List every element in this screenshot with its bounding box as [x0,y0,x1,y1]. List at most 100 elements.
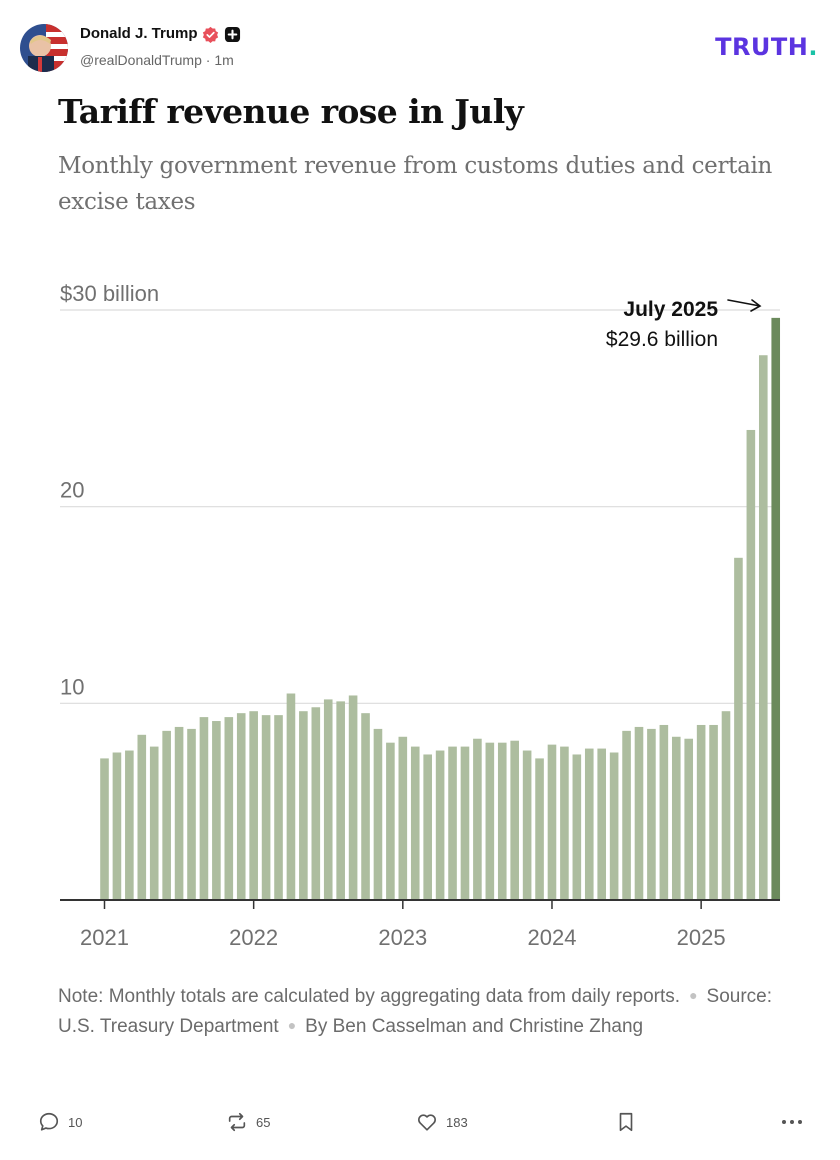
bar [584,748,594,900]
y-tick-label: $30 billion [60,281,159,306]
x-tick-label: 2022 [229,925,278,950]
bar [149,746,159,900]
x-tick-label: 2025 [677,925,726,950]
bar [522,750,532,900]
bar [535,758,544,900]
bar [137,734,147,900]
bar [299,711,308,900]
bar [622,730,631,900]
chart-axis: 2021 2022 2023 2024 2025 [60,899,780,950]
annotation-arrow-icon [727,299,762,312]
like-count: 183 [446,1114,468,1130]
bar [497,742,507,900]
separator-dot: ● [287,1017,297,1033]
byline-text: By Ben Casselman and Christine Zhang [305,1016,644,1037]
bar [286,693,296,900]
bar [659,724,669,900]
chart-title: Tariff revenue rose in July [58,92,524,131]
chart-annotation: July 2025 $29.6 billion [606,298,762,351]
reply-icon [39,1112,59,1131]
verified-badge-icon [202,26,219,43]
chart-subtitle: Monthly government revenue from customs … [58,153,773,215]
bar [696,724,706,900]
note-text: Note: Monthly totals are calculated by a… [58,986,681,1007]
bar [547,744,557,900]
bar [125,750,134,900]
author-meta: @realDonaldTrump · 1m [80,52,234,68]
bar [485,742,495,900]
truth-logo-dot: . [808,33,818,61]
bookmark-button[interactable] [616,1108,636,1136]
bar [671,736,681,900]
y-tick-label: 10 [60,674,84,699]
author-name[interactable]: Donald J. Trump [80,25,198,42]
bar [746,429,756,900]
bar [597,748,606,900]
more-options-button[interactable] [780,1108,804,1136]
plus-badge-icon [224,26,241,43]
bar [112,752,122,900]
bar [609,752,619,900]
reply-button[interactable]: 10 [38,1108,82,1136]
post-time: 1m [214,52,234,68]
annotation-label: July 2025 [623,298,718,321]
bar [448,746,457,900]
bar [398,736,408,900]
chart-note: Note: Monthly totals are calculated by a… [58,982,778,1042]
x-tick-label: 2021 [80,925,129,950]
post-header: Donald J. Trump @realDonaldTrump · 1m TR… [0,0,840,80]
bookmark-icon [619,1112,633,1132]
bar [473,738,482,900]
separator-dot: ● [689,987,698,1003]
repost-count: 65 [256,1114,271,1130]
chart-bars [100,317,781,901]
bar [709,724,718,900]
bar [236,713,246,900]
repost-icon [228,1112,246,1132]
bar [174,726,184,900]
bar [634,726,644,900]
bar [311,707,321,900]
bar [274,715,283,900]
truth-logo-text: TRUTH [715,33,809,61]
bar [361,713,370,900]
bar [684,738,694,900]
bar [199,717,209,900]
bar [100,758,109,900]
like-button[interactable]: 183 [416,1108,468,1136]
chart-gridlines: 10 20 $30 billion [60,281,780,704]
bar [162,730,171,900]
bar [721,711,731,900]
bar [187,728,196,900]
bar [373,728,383,900]
bar-chart: 10 20 $30 billion 2021 2022 2023 2024 2025 Jul… [60,281,781,950]
bar [423,754,432,900]
bar [348,695,358,900]
author-handle[interactable]: @realDonaldTrump [80,52,202,68]
avatar[interactable] [20,24,68,72]
truth-logo[interactable]: TRUTH. [715,33,818,61]
bar [336,701,345,900]
bar [212,721,221,900]
bar [572,754,582,900]
bar [734,557,743,900]
bar [771,317,781,900]
post-actions: 10 65 183 [0,1100,840,1144]
bar [249,711,258,900]
bar [224,717,234,900]
y-tick-label: 20 [60,478,84,503]
bar [560,746,569,900]
bar [510,740,519,900]
bar [386,742,395,900]
more-icon [782,1120,802,1124]
x-tick-label: 2023 [378,925,427,950]
bar [460,746,470,900]
bar [647,728,656,900]
bar [435,750,445,900]
bar [261,715,271,900]
bar [758,355,768,901]
repost-button[interactable]: 65 [226,1108,270,1136]
annotation-value: $29.6 billion [606,328,718,351]
heart-icon [418,1114,436,1131]
bar [323,699,333,900]
